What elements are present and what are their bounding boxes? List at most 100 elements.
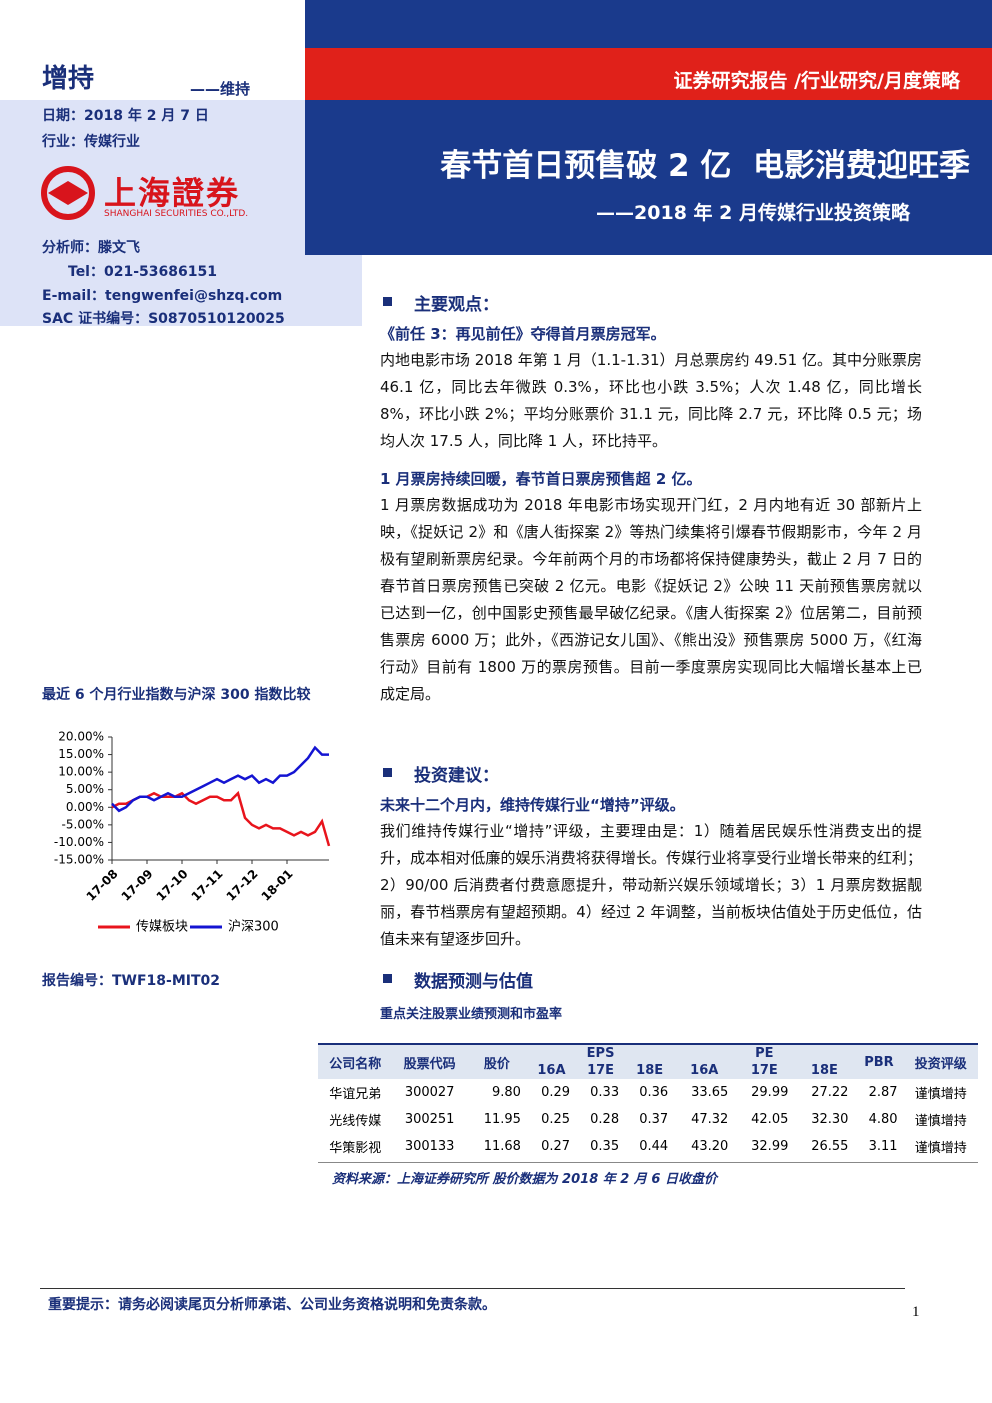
header-red: [305, 48, 992, 100]
table-cell: 0.33: [590, 1085, 620, 1100]
header-cell: PE: [674, 1044, 855, 1062]
lead: 未来十二个月内，维持传媒行业“增持”评级。: [380, 796, 685, 814]
table-cell: 42.05: [751, 1112, 789, 1127]
chart-title: 最近 6 个月行业指数与沪深 300 指数比较: [42, 686, 310, 703]
y-tick-label: 15.00%: [58, 747, 104, 761]
table-cell: 43.20: [691, 1139, 729, 1154]
subheader-cell: 16A: [674, 1062, 735, 1079]
y-tick-label: -5.00%: [62, 817, 104, 831]
header-cell: 公司名称: [318, 1044, 393, 1079]
table-row: 华谊兄弟 300027 9.80 0.29 0.33 0.36 33.65 29.99 27.2…: [318, 1079, 978, 1106]
header-cell: EPS: [526, 1044, 675, 1062]
tel: Tel：021-53686151: [68, 264, 217, 280]
table-cell: 谨慎增持: [914, 1141, 967, 1156]
subheader-cell: 18E: [625, 1062, 675, 1079]
subheader-cell: 17E: [576, 1062, 626, 1079]
legend-label: 传媒板块: [136, 920, 188, 935]
x-tick-label: 17-11: [189, 867, 226, 904]
series-line: [111, 745, 329, 813]
lead: 《前任 3：再见前任》夺得首月票房冠军。: [380, 325, 666, 343]
page-number: 1: [912, 1304, 920, 1320]
y-tick-label: 10.00%: [58, 765, 104, 779]
bullet: [383, 768, 392, 777]
date: 日期：2018 年 2 月 7 日: [42, 108, 209, 124]
table-cell: 32.99: [751, 1139, 789, 1154]
sac: SAC 证书编号：S0870510120025: [42, 311, 285, 327]
table-cell: 300251: [404, 1112, 455, 1127]
subheader-cell: 17E: [734, 1062, 795, 1079]
table-cell: 29.99: [751, 1085, 789, 1100]
rating-prev: ——维持: [190, 80, 251, 98]
paragraph: 我们维持传媒行业“增持”评级，主要理由是：1）随着居民娱乐性消费支出的提升，成本…: [380, 822, 922, 948]
caption: 重点关注股票业绩预测和市盈率: [380, 1007, 563, 1022]
table: 公司名称 股票代码 股价 EPS PE PBR 投资评级 16A 17E 18E 16A 17E 18E…: [318, 1043, 978, 1160]
header-cell: 投资评级: [903, 1044, 978, 1079]
paragraph: 1 月票房数据成功为 2018 年电影市场实现开门红，2 月内地有近 30 部新…: [380, 496, 922, 703]
table-cell: 0.28: [590, 1112, 620, 1127]
table-cell: 27.22: [811, 1085, 849, 1100]
table-cell: 32.30: [811, 1112, 849, 1127]
logo-en: SHANGHAI SECURITIES CO.,LTD.: [104, 209, 249, 219]
table-cell: 光线传媒: [329, 1114, 382, 1129]
header-band: [305, 0, 992, 48]
heading: 数据预测与估值: [414, 972, 533, 992]
subtitle: ——2018 年 2 月传媒行业投资策略: [596, 202, 910, 224]
table-cell: 4.80: [868, 1112, 898, 1127]
header-row: 16A 17E 18E 16A 17E 18E: [318, 1062, 978, 1079]
logo-cn: 上海證券: [104, 174, 241, 212]
bullet: [383, 974, 392, 983]
rating: 增持: [42, 64, 95, 94]
y-tick-label: -15.00%: [54, 853, 104, 867]
table-cell: 11.95: [483, 1112, 521, 1127]
rule: [318, 1162, 978, 1163]
table-cell: 3.11: [868, 1139, 898, 1154]
category: 证券研究报告 /行业研究/月度策略: [673, 70, 961, 92]
bullet: [383, 297, 392, 306]
y-tick-label: 20.00%: [58, 730, 104, 744]
heading: 投资建议：: [414, 766, 499, 786]
table-cell: 华策影视: [329, 1141, 382, 1156]
table-cell: 谨慎增持: [914, 1114, 967, 1129]
table-cell: 华谊兄弟: [329, 1087, 382, 1102]
x-tick-label: 17-09: [119, 867, 156, 904]
table-cell: 11.68: [483, 1139, 521, 1154]
table-cell: 9.80: [491, 1085, 521, 1100]
table-cell: 33.65: [691, 1085, 729, 1100]
industry: 行业：传媒行业: [42, 134, 140, 150]
email: E-mail：tengwenfei@shzq.com: [42, 288, 283, 304]
table-cell: 谨慎增持: [914, 1087, 967, 1102]
header-band: [305, 100, 992, 255]
header-cell: 股价: [466, 1044, 527, 1079]
report-no: 报告编号：TWF18-MIT02: [42, 973, 221, 989]
table-cell: 2.87: [868, 1085, 898, 1100]
x-tick-label: 18-01: [259, 867, 296, 904]
source: 资料来源：上海证券研究所 股价数据为 2018 年 2 月 6 日收盘价: [332, 1172, 717, 1187]
side-box: [0, 232, 362, 326]
subheader-cell: 18E: [794, 1062, 855, 1079]
table-cell: 0.25: [541, 1112, 571, 1127]
header-cell: 股票代码: [392, 1044, 467, 1079]
y-tick-label: 0.00%: [66, 800, 104, 814]
table-row: 华策影视 300133 11.68 0.27 0.35 0.44 43.20 32.99 26.…: [318, 1133, 978, 1160]
table-cell: 47.32: [691, 1112, 729, 1127]
table-cell: 0.29: [541, 1085, 571, 1100]
table-cell: 26.55: [811, 1139, 849, 1154]
lead: 1 月票房持续回暖，春节首日票房预售超 2 亿。: [380, 470, 702, 488]
table-cell: 0.44: [639, 1139, 669, 1154]
x-tick-label: 17-12: [224, 867, 261, 904]
heading: 主要观点：: [414, 295, 499, 315]
chart: 最近 6 个月行业指数与沪深 300 指数比较 20.00% 15.00% 10.0…: [42, 686, 331, 935]
logo-icon: [41, 166, 95, 220]
x-tick-label: 17-08: [84, 867, 121, 904]
series-line: [111, 790, 331, 847]
table-row: 光线传媒 300251 11.95 0.25 0.28 0.37 47.32 42.05 32.…: [318, 1106, 978, 1133]
table-cell: 0.36: [639, 1085, 669, 1100]
table-cell: 300133: [404, 1139, 455, 1154]
table-cell: 0.27: [541, 1139, 571, 1154]
y-tick-label: 5.00%: [66, 782, 104, 796]
y-tick-label: -10.00%: [54, 835, 104, 849]
table-cell: 0.35: [590, 1139, 620, 1154]
header-row: 公司名称 股票代码 股价 EPS PE PBR 投资评级: [318, 1044, 978, 1079]
title: 春节首日预售破 2 亿 电影消费迎旺季: [440, 148, 970, 184]
